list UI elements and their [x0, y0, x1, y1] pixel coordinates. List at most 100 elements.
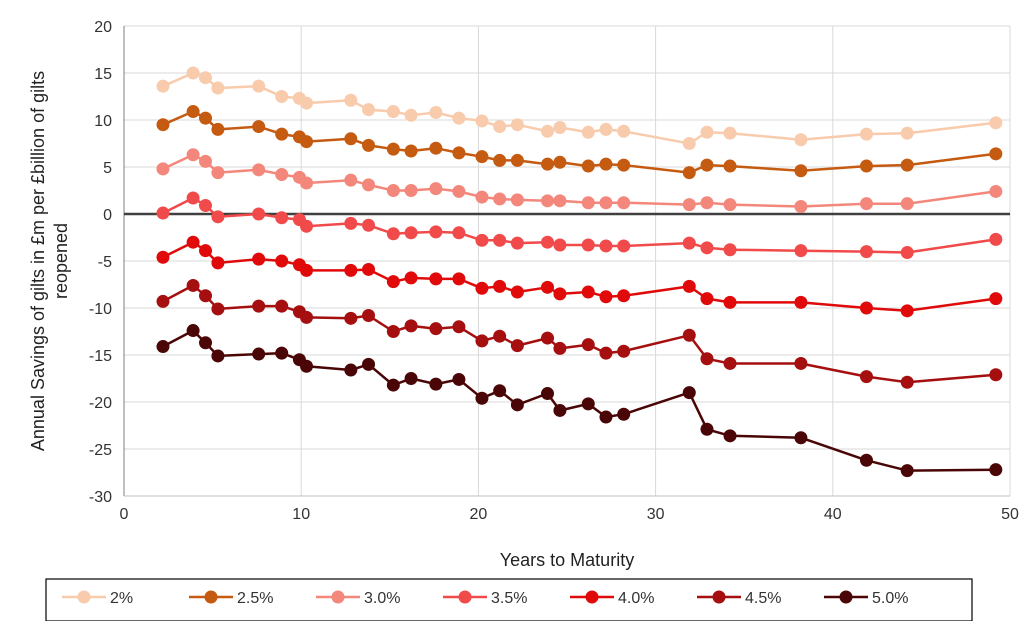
legend-item: 5.0%	[824, 590, 908, 607]
series-3.5%	[156, 191, 1003, 260]
data-point	[617, 344, 631, 358]
data-point	[510, 285, 524, 299]
legend-swatch-marker	[204, 590, 218, 604]
data-point	[510, 398, 524, 412]
data-point	[900, 197, 914, 211]
data-point	[900, 304, 914, 318]
data-point	[510, 236, 524, 250]
data-point	[859, 197, 873, 211]
x-tick-label: 0	[120, 506, 129, 523]
x-tick-label: 20	[470, 506, 488, 523]
data-point	[900, 158, 914, 172]
data-point	[156, 118, 170, 132]
data-point	[859, 159, 873, 173]
data-point	[156, 79, 170, 93]
data-point	[186, 66, 200, 80]
data-point	[300, 176, 314, 190]
data-point	[452, 320, 466, 334]
data-point	[581, 397, 595, 411]
data-point	[156, 294, 170, 308]
data-point	[211, 302, 225, 316]
data-point	[510, 153, 524, 167]
data-point	[493, 233, 507, 247]
legend-swatch-marker	[839, 590, 853, 604]
data-point	[199, 154, 213, 168]
data-point	[386, 275, 400, 289]
data-point	[700, 241, 714, 255]
data-point	[617, 158, 631, 172]
data-point	[682, 137, 696, 150]
data-point	[362, 218, 376, 232]
data-point	[599, 346, 613, 360]
data-point	[252, 252, 266, 266]
data-point	[211, 349, 225, 363]
y-tick-label: 10	[94, 113, 112, 130]
data-point	[581, 285, 595, 299]
data-point	[700, 422, 714, 436]
data-point	[700, 158, 714, 172]
axes	[123, 26, 1010, 497]
data-point	[700, 196, 714, 210]
data-point	[199, 71, 213, 85]
data-point	[344, 173, 358, 187]
data-point	[617, 407, 631, 421]
data-point	[541, 194, 555, 208]
data-point	[275, 127, 289, 141]
data-point	[362, 178, 376, 192]
data-point	[723, 429, 737, 443]
data-point	[723, 159, 737, 173]
series-3.0%	[156, 148, 1003, 213]
data-point	[541, 157, 555, 171]
data-point	[723, 356, 737, 370]
data-point	[186, 191, 200, 205]
data-point	[493, 192, 507, 206]
data-point	[510, 118, 524, 132]
y-tick-label: 20	[94, 19, 112, 36]
legend-swatch-marker	[77, 590, 91, 604]
data-point	[900, 464, 914, 478]
data-point	[362, 262, 376, 276]
data-point	[989, 368, 1003, 382]
data-point	[553, 238, 567, 252]
x-tick-label: 10	[292, 506, 310, 523]
data-point	[617, 196, 631, 210]
data-point	[404, 226, 418, 240]
data-point	[859, 301, 873, 315]
x-axis-title: Years to Maturity	[500, 550, 634, 570]
data-point	[275, 211, 289, 225]
series-2.5%	[156, 105, 1003, 180]
data-point	[429, 377, 443, 391]
data-point	[553, 403, 567, 417]
data-point	[362, 309, 376, 323]
data-point	[617, 239, 631, 253]
data-point	[386, 378, 400, 392]
data-point	[723, 243, 737, 257]
data-point	[617, 124, 631, 138]
data-point	[700, 292, 714, 306]
data-point	[682, 198, 696, 212]
data-point	[493, 120, 507, 134]
data-point	[275, 168, 289, 182]
data-point	[344, 132, 358, 146]
legend-label: 5.0%	[872, 590, 908, 607]
data-point	[723, 295, 737, 309]
data-point	[186, 105, 200, 119]
data-point	[900, 246, 914, 260]
data-point	[493, 153, 507, 167]
data-point	[599, 410, 613, 424]
legend-label: 3.0%	[364, 590, 400, 607]
data-point	[989, 184, 1003, 198]
data-point	[362, 357, 376, 371]
data-point	[362, 138, 376, 152]
legend: 2% 2.5% 3.0% 3.5% 4.0% 4.5% 5.0%	[45, 578, 973, 621]
data-point	[275, 90, 289, 103]
data-point	[794, 431, 808, 445]
data-point	[682, 166, 696, 180]
data-point	[475, 114, 489, 128]
series-line	[162, 284, 996, 384]
data-point	[510, 339, 524, 353]
data-point	[300, 310, 314, 324]
data-point	[211, 81, 225, 95]
data-point	[493, 279, 507, 293]
